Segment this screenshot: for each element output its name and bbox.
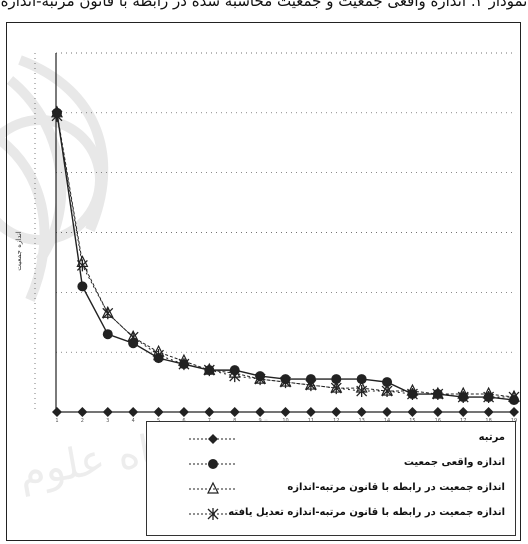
series-point: [102, 407, 113, 417]
series-point: [207, 508, 219, 520]
series-point: [356, 407, 367, 417]
series-point: [406, 388, 418, 401]
series-point: [483, 407, 494, 417]
series-point: [458, 407, 469, 417]
legend-label: اندازه واقعی جمعیت: [403, 457, 505, 468]
series-point: [382, 407, 393, 417]
series-point: [305, 407, 316, 417]
series-point: [178, 407, 189, 417]
series-point: [127, 331, 139, 344]
series-point: [128, 407, 139, 417]
series-point: [407, 407, 418, 417]
legend-item: اندازه جمعیت در رابطه با قانون مرتبه-اند…: [147, 505, 515, 525]
series-point: [331, 374, 342, 385]
chart-legend: مرتبه اندازه واقعی جمعیت اندازه جمعیت در…: [146, 421, 516, 536]
series-point: [229, 370, 241, 383]
series-point: [102, 307, 114, 320]
series-point: [208, 434, 218, 444]
series-point: [77, 407, 88, 417]
legend-swatch-diamond: [189, 434, 237, 444]
series-point: [153, 349, 165, 362]
series-point: [432, 388, 444, 401]
legend-label: مرتبه: [478, 432, 505, 443]
series-point: [356, 385, 368, 398]
series-point: [77, 281, 88, 292]
series-point: [331, 407, 342, 417]
figure-caption: نمودار ۲: اندازه واقعی جمعیت و جمعیت محا…: [0, 0, 528, 10]
series-point: [305, 379, 317, 392]
legend-label: اندازه جمعیت در رابطه با قانون مرتبه-اند…: [228, 507, 505, 518]
series-point: [432, 407, 443, 417]
series-point: [508, 391, 520, 404]
legend-item: مرتبه: [147, 430, 515, 450]
x-tick-label: 2: [81, 418, 84, 424]
legend-swatch-triangle: [189, 481, 237, 494]
series-point: [255, 407, 266, 417]
series-point: [76, 259, 88, 272]
series-point: [208, 459, 218, 469]
series-point: [52, 407, 62, 417]
series-point: [280, 376, 291, 389]
series-point: [483, 391, 495, 404]
y-axis-label: اندازه جمعیت: [14, 231, 23, 271]
legend-item: اندازه واقعی جمعیت: [147, 455, 515, 475]
series-point: [457, 391, 469, 404]
series-point: [102, 329, 113, 340]
legend-label: اندازه جمعیت در رابطه با قانون مرتبه-اند…: [287, 482, 505, 493]
series-point: [330, 382, 342, 395]
x-tick-label: 4: [132, 418, 135, 424]
legend-item: اندازه جمعیت در رابطه با قانون مرتبه-اند…: [147, 480, 515, 500]
series-point: [178, 358, 190, 371]
series-line: [56, 112, 515, 401]
line-chart: 12345678910111213141516171819: [34, 52, 520, 424]
series-point: [280, 407, 291, 417]
series-point: [382, 377, 393, 388]
series-point: [207, 481, 219, 494]
series-point: [51, 109, 63, 122]
x-tick-label: 1: [55, 418, 58, 424]
legend-swatch-circle: [189, 459, 237, 469]
series-point: [254, 373, 266, 386]
series-point: [381, 385, 393, 398]
series-point: [203, 364, 215, 377]
x-tick-label: 3: [106, 418, 109, 424]
series-point: [153, 407, 164, 417]
series-point: [356, 374, 367, 385]
legend-swatch-star: [189, 508, 237, 520]
series-line: [56, 115, 514, 398]
series-point: [509, 407, 519, 417]
series-point: [204, 407, 215, 417]
chart-frame: 12345678910111213141516171819 اندازه جمع…: [6, 22, 521, 541]
series-point: [229, 407, 240, 417]
series-line: [56, 112, 515, 398]
